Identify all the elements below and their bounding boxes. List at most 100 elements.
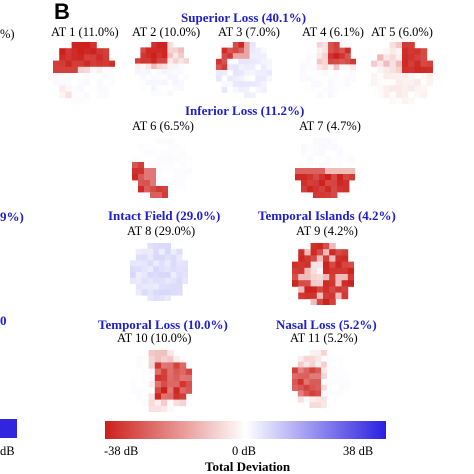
visual-field-cell bbox=[255, 53, 262, 60]
visual-field-cell bbox=[395, 79, 403, 86]
visual-field-cell bbox=[316, 243, 324, 250]
visual-field-cell bbox=[161, 356, 168, 363]
at-8-visual-field bbox=[130, 243, 188, 301]
visual-field-cell bbox=[309, 373, 316, 380]
visual-field-cell bbox=[260, 58, 267, 65]
visual-field-cell bbox=[331, 168, 338, 175]
visual-field-cell bbox=[389, 79, 397, 86]
visual-field-cell bbox=[325, 156, 332, 163]
visual-field-cell bbox=[84, 66, 91, 74]
visual-field-cell bbox=[310, 267, 318, 275]
visual-field-cell bbox=[144, 156, 151, 163]
visual-field-cell bbox=[339, 47, 346, 54]
visual-field-cell bbox=[310, 243, 318, 250]
visual-field-cell bbox=[316, 267, 324, 275]
visual-field-cell bbox=[156, 144, 163, 151]
visual-field-cell bbox=[402, 60, 409, 68]
visual-field-cell bbox=[337, 156, 344, 163]
visual-field-cell bbox=[141, 266, 148, 273]
visual-field-cell bbox=[305, 75, 312, 82]
visual-field-cell bbox=[90, 42, 97, 49]
visual-field-cell bbox=[295, 162, 302, 169]
visual-field-cell bbox=[315, 379, 322, 386]
visual-field-cell bbox=[319, 150, 326, 157]
visual-field-cell bbox=[173, 374, 180, 382]
left-partial-label-1: %) bbox=[0, 27, 15, 41]
visual-field-cell bbox=[102, 66, 110, 74]
visual-field-cell bbox=[183, 58, 189, 64]
visual-field-cell bbox=[138, 156, 145, 163]
visual-field-cell bbox=[383, 85, 390, 92]
visual-field-cell bbox=[331, 150, 338, 157]
visual-field-cell bbox=[307, 180, 314, 187]
visual-field-cell bbox=[389, 85, 397, 92]
visual-field-cell bbox=[84, 54, 91, 61]
visual-field-cell bbox=[232, 47, 239, 54]
visual-field-cell bbox=[389, 73, 397, 80]
visual-field-cell bbox=[172, 85, 179, 91]
visual-field-cell bbox=[341, 280, 349, 287]
visual-field-cell bbox=[371, 66, 378, 74]
visual-field-cell bbox=[180, 186, 187, 193]
visual-field-cell bbox=[338, 390, 345, 397]
visual-field-cell bbox=[77, 60, 85, 68]
visual-field-cell bbox=[414, 48, 421, 55]
visual-field-cell bbox=[179, 381, 187, 388]
visual-field-cell bbox=[349, 162, 355, 169]
visual-field-grid bbox=[135, 42, 189, 96]
visual-field-cell bbox=[298, 267, 305, 275]
visual-field-cell bbox=[164, 277, 171, 284]
visual-field-cell bbox=[162, 58, 168, 64]
visual-field-cell bbox=[329, 298, 336, 305]
visual-field-cell bbox=[151, 79, 157, 86]
group-title-inferior-loss: Inferior Loss (11.2%) bbox=[185, 103, 305, 118]
visual-field-cell bbox=[321, 350, 328, 357]
visual-field-cell bbox=[156, 156, 163, 163]
visual-field-cell bbox=[180, 162, 187, 169]
visual-field-cell bbox=[77, 79, 85, 86]
visual-field-cell bbox=[151, 52, 157, 59]
visual-field-cell bbox=[130, 381, 137, 388]
visual-field-cell bbox=[232, 92, 239, 98]
visual-field-cell bbox=[337, 180, 344, 187]
visual-field-cell bbox=[161, 399, 168, 407]
visual-field-cell bbox=[301, 162, 308, 169]
visual-field-cell bbox=[102, 73, 110, 80]
at-10-visual-field bbox=[130, 350, 192, 412]
visual-field-cell bbox=[180, 156, 187, 163]
visual-field-cell bbox=[151, 69, 157, 75]
visual-field-cell bbox=[182, 277, 188, 284]
visual-field-cell bbox=[161, 362, 168, 369]
visual-field-cell bbox=[402, 66, 409, 74]
visual-field-cell bbox=[150, 138, 157, 145]
visual-field-cell bbox=[292, 367, 299, 374]
visual-field-cell bbox=[162, 192, 169, 198]
visual-field-cell bbox=[65, 66, 72, 74]
visual-field-cell bbox=[329, 249, 336, 256]
visual-field-cell bbox=[300, 70, 306, 76]
visual-field-cell bbox=[249, 42, 256, 48]
visual-field-cell bbox=[147, 260, 154, 267]
visual-field-cell bbox=[185, 374, 192, 382]
visual-field-cell bbox=[154, 356, 162, 363]
visual-field-cell bbox=[315, 396, 322, 403]
visual-field-cell bbox=[395, 48, 403, 55]
visual-field-cell bbox=[408, 66, 415, 74]
visual-field-cell bbox=[232, 64, 239, 71]
visual-field-cell bbox=[344, 81, 351, 88]
visual-field-cell bbox=[303, 367, 310, 374]
visual-field-cell bbox=[329, 274, 336, 281]
visual-field-cell bbox=[298, 280, 305, 287]
visual-field-cell bbox=[343, 162, 350, 169]
visual-field-cell bbox=[420, 73, 428, 80]
visual-field-cell bbox=[344, 384, 350, 391]
visual-field-cell bbox=[331, 144, 338, 151]
visual-field-cell bbox=[333, 53, 340, 60]
visual-field-cell bbox=[329, 280, 336, 287]
visual-field-cell bbox=[335, 286, 342, 293]
visual-field-cell bbox=[164, 272, 171, 279]
visual-field-cell bbox=[145, 85, 152, 91]
visual-field-cell bbox=[179, 368, 187, 376]
visual-field-cell bbox=[168, 192, 175, 198]
visual-field-cell bbox=[322, 53, 329, 60]
